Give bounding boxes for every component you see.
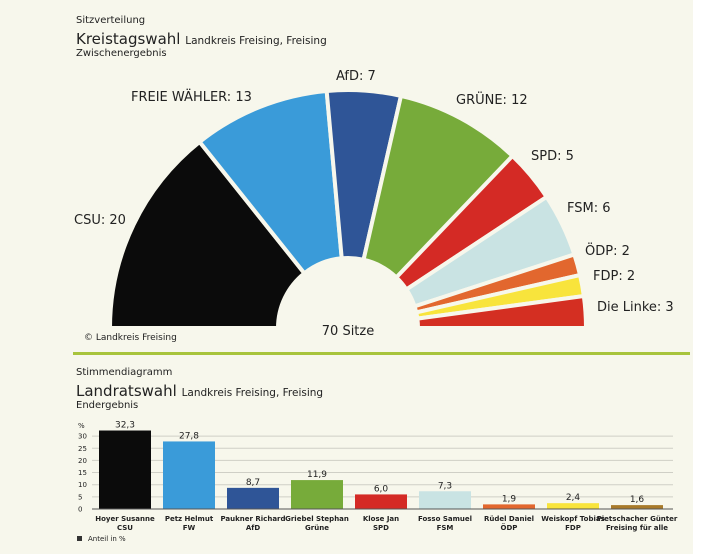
candidate-party: Freising für alle <box>606 524 668 532</box>
seat-chart-subtitle: Landkreis Freising, Freising <box>185 35 327 47</box>
candidate-name: Petz Helmut <box>165 515 214 523</box>
candidate-party: Grüne <box>305 524 329 532</box>
seat-label-7: FDP: 2 <box>593 269 635 284</box>
seat-chart-status: Zwischenergebnis <box>76 48 167 59</box>
bar-5 <box>419 491 471 509</box>
seat-wedge-1 <box>196 88 344 277</box>
bar-value-label: 1,6 <box>630 495 645 505</box>
candidate-name: Paukner Richard <box>220 515 285 523</box>
bar-value-label: 8,7 <box>246 478 260 488</box>
bar-4 <box>355 494 407 509</box>
seat-label-6: ÖDP: 2 <box>585 242 630 259</box>
bar-value-label: 32,3 <box>115 421 135 431</box>
bar-1 <box>163 441 215 509</box>
bar-value-label: 1,9 <box>502 494 517 504</box>
y-tick-label: 25 <box>78 445 87 453</box>
vote-chart-subtitle: Landkreis Freising, Freising <box>181 387 324 399</box>
vote-chart-status: Endergebnis <box>76 400 139 411</box>
bar-8 <box>611 505 663 509</box>
bar-value-label: 2,4 <box>566 493 581 503</box>
seat-label-1: FREIE WÄHLER: 13 <box>131 89 252 105</box>
bar-value-label: 27,8 <box>179 431 199 441</box>
baseline-mask <box>100 328 600 331</box>
bar-value-label: 7,3 <box>438 481 452 491</box>
bar-7 <box>547 503 599 509</box>
candidate-name: Klose Jan <box>363 515 399 523</box>
vote-chart-title: Landratswahl Landkreis Freising, Freisin… <box>76 382 323 400</box>
seat-chart-title: Kreistagswahl Landkreis Freising, Freisi… <box>76 30 327 48</box>
vote-chart-kicker: Stimmendiagramm <box>76 367 173 378</box>
seat-label-5: FSM: 6 <box>567 201 611 216</box>
candidate-name: Fosso Samuel <box>418 515 472 523</box>
seat-chart-title-main: Kreistagswahl <box>76 30 181 48</box>
candidate-name: Griebel Stephan <box>285 515 349 523</box>
candidate-party: CSU <box>117 524 133 532</box>
parliament-chart: CSU: 20 FREIE WÄHLER: 13 AfD: 7 GRÜNE: 12 SP… <box>74 69 674 331</box>
legend-label: Anteil in % <box>88 535 126 543</box>
seat-wedge-0 <box>107 139 308 330</box>
y-tick-label: 5 <box>78 493 82 501</box>
candidate-party: FW <box>183 524 196 532</box>
candidate-name: Weiskopf Tobias <box>541 515 605 523</box>
candidate-party: AfD <box>246 524 260 532</box>
y-tick-label: 20 <box>78 457 87 465</box>
candidate-name: Hoyer Susanne <box>95 515 155 523</box>
bar-6 <box>483 504 535 509</box>
candidate-name: Pietschacher Günter <box>597 515 678 523</box>
bar-3 <box>291 480 343 509</box>
bar-value-label: 11,9 <box>307 470 327 480</box>
bar-2 <box>227 487 279 509</box>
candidate-party: SPD <box>373 524 389 532</box>
candidate-party: FDP <box>565 524 581 532</box>
candidate-party: ÖDP <box>501 523 518 532</box>
section-divider <box>73 352 690 355</box>
y-axis-unit: % <box>78 422 85 430</box>
legend-swatch <box>77 536 82 541</box>
seat-chart-kicker: Sitzverteilung <box>76 15 146 26</box>
seat-label-2: AfD: 7 <box>336 69 376 84</box>
seat-label-8: Die Linke: 3 <box>597 300 674 315</box>
y-tick-label: 10 <box>78 481 87 489</box>
y-tick-label: 0 <box>78 506 82 514</box>
y-tick-label: 30 <box>78 433 87 441</box>
vote-chart-title-main: Landratswahl <box>76 382 177 400</box>
candidate-name: Rüdel Daniel <box>484 515 534 523</box>
bar-value-label: 6,0 <box>374 484 389 494</box>
candidate-party: FSM <box>437 524 454 532</box>
bar-0 <box>99 430 151 509</box>
total-seats-label: 70 Sitze <box>322 324 374 339</box>
credit-text: © Landkreis Freising <box>84 333 177 343</box>
seat-label-4: SPD: 5 <box>531 149 574 164</box>
seat-label-3: GRÜNE: 12 <box>456 91 528 108</box>
y-tick-label: 15 <box>78 469 87 477</box>
seat-label-0: CSU: 20 <box>74 213 126 228</box>
